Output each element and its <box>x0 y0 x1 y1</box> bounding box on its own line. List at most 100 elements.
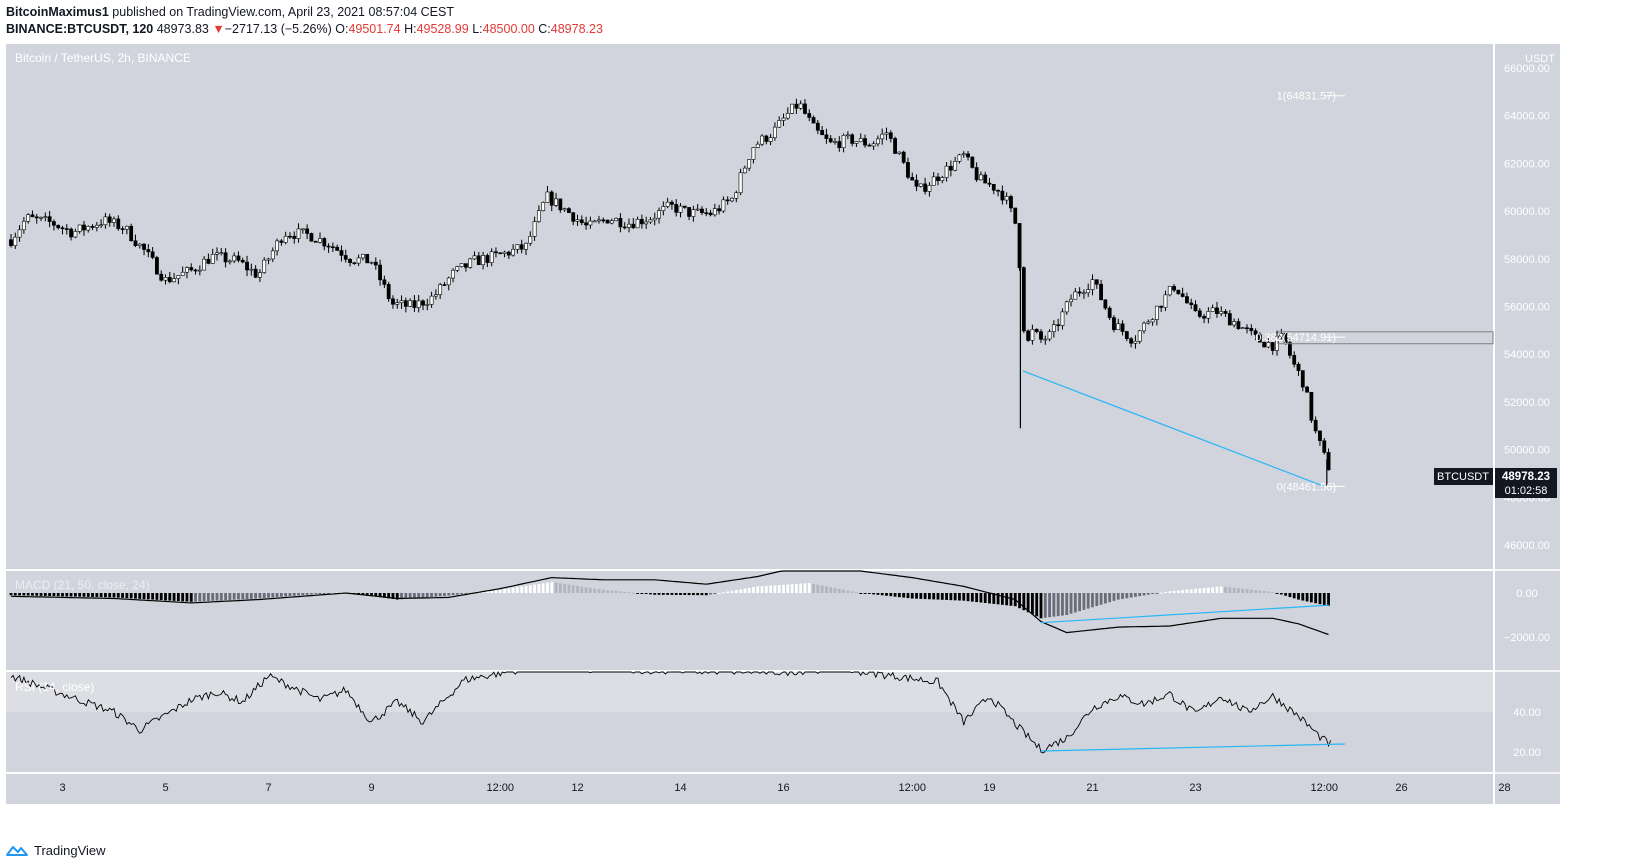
macd-histogram-bar <box>198 593 202 602</box>
candle-up <box>489 251 494 263</box>
candle-down <box>288 235 292 238</box>
macd-histogram-bar <box>1228 587 1232 593</box>
macd-histogram-bar <box>1065 593 1069 615</box>
macd-histogram-bar <box>812 583 815 593</box>
candle-down <box>146 249 151 253</box>
candle-down <box>1270 342 1275 351</box>
time-tick-label: 12:00 <box>898 782 926 794</box>
macd-histogram-bar <box>670 593 674 595</box>
macd-histogram-bar <box>1232 587 1236 593</box>
macd-histogram-bar <box>546 582 549 593</box>
macd-histogram-bar <box>837 588 841 593</box>
macd-histogram-bar <box>571 585 575 593</box>
macd-histogram-bar <box>1267 591 1270 593</box>
last-price-tag-bg <box>1495 468 1557 498</box>
price-tick-label: 64000.00 <box>1504 111 1550 123</box>
macd-histogram-bar <box>623 591 627 593</box>
candle-up <box>768 137 773 142</box>
macd-histogram-bar <box>370 593 373 596</box>
macd-histogram-bar <box>996 593 1000 605</box>
macd-histogram-bar <box>168 593 172 601</box>
macd-histogram-bar <box>1168 591 1172 593</box>
macd-histogram-bar <box>1000 593 1004 605</box>
macd-histogram-bar <box>1288 593 1292 598</box>
macd-histogram-bar <box>687 593 691 596</box>
candle-up <box>318 238 322 243</box>
macd-histogram-bar <box>498 589 502 593</box>
macd-histogram-bar <box>1254 590 1257 593</box>
macd-histogram-bar <box>940 593 944 600</box>
macd-histogram-bar <box>679 593 682 595</box>
candle-up <box>1082 292 1086 295</box>
candle-up <box>219 252 224 255</box>
macd-histogram-bar <box>524 585 528 593</box>
last-price-tag: 48978.23 <box>1502 471 1550 483</box>
candle-up <box>931 176 936 186</box>
candle-down <box>391 298 395 305</box>
author-name[interactable]: BitcoinMaximus1 <box>6 5 109 19</box>
macd-histogram-bar <box>1091 593 1094 608</box>
candle-down <box>498 252 503 255</box>
macd-histogram-bar <box>189 593 193 602</box>
candle-up <box>369 261 374 264</box>
candle-down <box>1172 286 1176 291</box>
macd-histogram-bar <box>1275 593 1279 594</box>
chart-canvas[interactable]: 1(64831.57) 0.382(54714.91) 0(48461.56) 46… <box>6 44 1560 834</box>
macd-histogram-bar <box>258 593 262 599</box>
candle-up <box>777 120 782 128</box>
candle-up <box>876 138 880 145</box>
macd-histogram-bar <box>9 593 13 596</box>
candle-down <box>373 261 378 266</box>
macd-histogram-bar <box>202 593 206 602</box>
candle-down <box>1009 196 1013 209</box>
macd-histogram-bar <box>151 593 155 600</box>
candle-down <box>1257 334 1262 343</box>
candle-up <box>918 183 923 187</box>
candle-up <box>1043 338 1048 341</box>
candle-up <box>734 192 739 199</box>
price-axis-unit: USDT <box>1525 53 1555 65</box>
macd-histogram-bar <box>271 593 275 598</box>
candle-down <box>348 259 352 263</box>
candle-down <box>292 235 297 239</box>
macd-histogram-bar <box>387 593 391 599</box>
candle-up <box>927 185 932 192</box>
candle-down <box>305 228 310 234</box>
macd-histogram-bar <box>91 593 94 597</box>
candle-down <box>464 263 468 268</box>
candle-up <box>433 294 438 297</box>
candle-up <box>545 191 550 203</box>
macd-histogram-bar <box>1314 593 1318 604</box>
candle-up <box>43 216 48 218</box>
candle-down <box>30 214 35 218</box>
candle-down <box>1296 363 1301 371</box>
candle-up <box>1240 327 1245 330</box>
candle-down <box>313 240 318 243</box>
macd-histogram-bar <box>1061 593 1064 616</box>
candle-up <box>652 217 657 221</box>
candle-up <box>712 208 717 216</box>
candle-down <box>326 245 331 248</box>
macd-histogram-bar <box>915 593 918 599</box>
macd-histogram-bar <box>318 593 322 594</box>
candle-up <box>1060 311 1065 326</box>
candle-up <box>425 304 430 306</box>
macd-histogram-bar <box>73 593 77 597</box>
macd-histogram-bar <box>430 593 433 597</box>
candle-up <box>730 197 734 202</box>
tradingview-footer[interactable]: TradingView <box>6 843 106 858</box>
candle-up <box>798 103 803 109</box>
macd-histogram-bar <box>1189 589 1193 593</box>
candle-down <box>1034 329 1039 332</box>
candle-up <box>172 278 176 283</box>
candle-up <box>940 177 945 181</box>
macd-histogram-bar <box>932 593 936 600</box>
macd-histogram-bar <box>1103 593 1107 604</box>
candle-down <box>253 268 258 278</box>
macd-histogram-bar <box>756 586 760 593</box>
candle-down <box>863 138 867 146</box>
macd-histogram-bar <box>104 593 107 598</box>
macd-histogram-bar <box>876 593 880 595</box>
candle-up <box>833 141 837 143</box>
candle-up <box>1004 196 1009 201</box>
